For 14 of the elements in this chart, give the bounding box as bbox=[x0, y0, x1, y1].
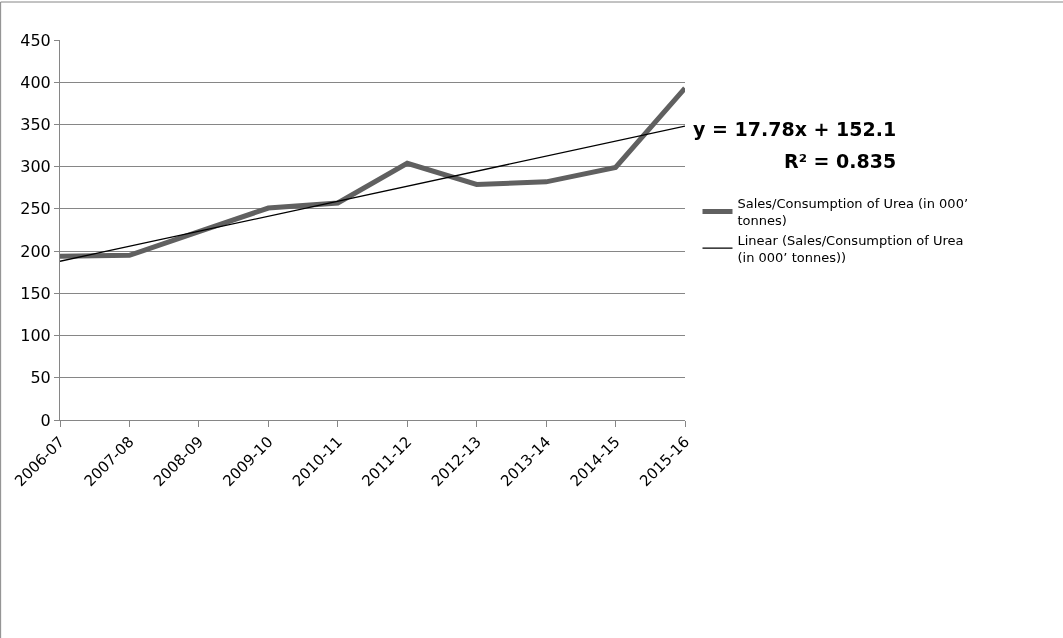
text: y = 17.78x + 152.1 bbox=[693, 118, 897, 140]
y-tick-label: 200 bbox=[20, 241, 51, 261]
text: R² = 0.835 bbox=[784, 150, 897, 172]
y-tick-label: 250 bbox=[20, 199, 51, 219]
y-tick-label: 400 bbox=[20, 72, 51, 92]
y-tick-label: 50 bbox=[30, 368, 51, 388]
y-tick-label: 150 bbox=[20, 283, 51, 303]
y-tick-label: 100 bbox=[20, 326, 51, 346]
y-tick-label: 0 bbox=[40, 410, 51, 430]
y-tick-label: 350 bbox=[20, 115, 51, 135]
y-tick-label: 450 bbox=[20, 30, 51, 50]
y-tick-label: 300 bbox=[20, 157, 51, 177]
legend-label: Linear (Sales/Consumption of Urea (in 000’ tonnes)) bbox=[737, 232, 964, 265]
legend-label: Sales/Consumption of Urea (in 000’ tonnes) bbox=[737, 196, 969, 228]
